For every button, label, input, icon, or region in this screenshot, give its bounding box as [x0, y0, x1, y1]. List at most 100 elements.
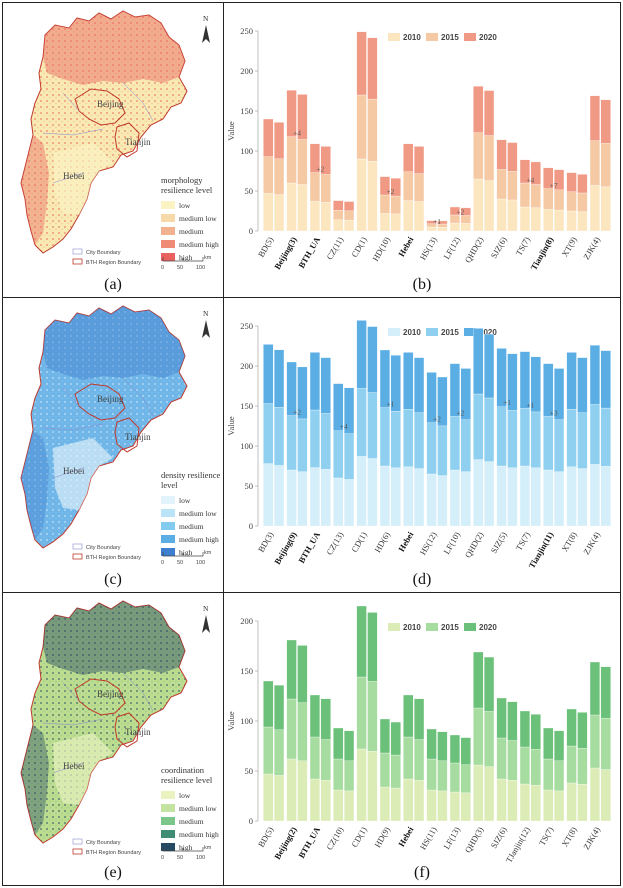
bar-segment-right — [437, 226, 448, 232]
bar-segment-left — [426, 226, 437, 232]
bar-segment-right — [297, 139, 308, 185]
change-annotation: +2 — [456, 208, 464, 217]
bar-segment-right — [274, 194, 285, 232]
bar-segment-right — [320, 739, 331, 781]
bar-segment-left — [356, 456, 367, 527]
bar-segment-left — [309, 201, 320, 232]
category-label: Hebei — [396, 234, 416, 258]
bar-segment-right — [600, 718, 611, 770]
y-tick-label: 50 — [245, 186, 254, 196]
scale-bar — [162, 552, 204, 557]
bar-segment-left — [356, 31, 367, 96]
bar-segment-left — [333, 758, 344, 791]
bar-segment-right — [577, 357, 588, 413]
bar-segment-right — [484, 334, 495, 399]
bar-segment-left — [496, 737, 507, 780]
bar-segment-left — [403, 200, 414, 232]
bar-segment-left — [449, 762, 460, 793]
bar-segment-right — [507, 199, 518, 232]
central-plain-shape — [53, 143, 113, 215]
western-zone-shape — [21, 430, 49, 540]
bar-segment-left — [519, 351, 530, 409]
bar-segment-right — [507, 740, 518, 781]
legend-swatch — [161, 509, 175, 517]
bar-segment-right — [297, 760, 308, 822]
bar-segment-left — [356, 748, 367, 822]
bar-segment-right — [600, 666, 611, 719]
bar-segment-left — [473, 393, 484, 460]
bth-boundary-swatch — [72, 848, 83, 855]
bar-segment-left — [379, 349, 390, 408]
north-label: N — [203, 14, 209, 23]
bar-segment-right — [344, 730, 355, 762]
bar-segment-right — [320, 174, 331, 203]
change-annotation: +2 — [316, 165, 324, 174]
bar-segment-left — [519, 206, 530, 232]
bth-boundary-label: BTH Region Boundary — [86, 555, 141, 561]
bar-segment-right — [367, 392, 378, 459]
bar-segment-left — [496, 406, 507, 467]
bar-segment-right — [274, 729, 285, 776]
bar-segment-right — [600, 350, 611, 409]
category-label: BD(5) — [256, 235, 276, 259]
bar-segment-right — [320, 357, 331, 414]
legend-level-label: high — [179, 843, 193, 852]
bar-segment-right — [390, 787, 401, 822]
category-label: BTH_UA — [296, 824, 322, 860]
legend-level-label: high — [179, 548, 193, 557]
bar-segment-left — [519, 746, 530, 785]
bar-segment-left — [589, 661, 600, 716]
bar-segment-right — [274, 407, 285, 466]
northern-zone-shape — [43, 601, 185, 675]
legend-swatch — [161, 791, 175, 799]
bar-segment-left — [379, 786, 390, 822]
bar-segment-right — [460, 471, 471, 527]
city-boundary-swatch — [72, 838, 83, 845]
change-annotation: +4 — [526, 176, 534, 185]
y-tick-label: 200 — [240, 361, 253, 371]
bar-segment-left — [543, 469, 554, 527]
bar-segment-right — [297, 702, 308, 762]
bar-segment-left — [379, 718, 390, 754]
bar-segment-right — [484, 461, 495, 527]
bar-segment-right — [274, 685, 285, 730]
bar-segment-left — [496, 139, 507, 170]
bar-segment-right — [554, 169, 565, 191]
bar-segment-right — [484, 90, 495, 136]
bar-segment-right — [344, 219, 355, 232]
bar-segment-right — [484, 766, 495, 822]
bar-segment-right — [367, 98, 378, 162]
legend-title-line1: coordination — [161, 765, 205, 775]
bar-segment-left — [286, 90, 297, 137]
legend-swatch — [161, 522, 175, 530]
bar-segment-left — [403, 409, 414, 467]
legend-level-label: medium low — [179, 804, 217, 813]
bar-segment-left — [543, 789, 554, 822]
bar-segment-left — [309, 467, 320, 527]
bar-segment-right — [484, 135, 495, 181]
bar-segment-right — [367, 326, 378, 393]
category-label: Beijing(9) — [272, 530, 299, 566]
y-tick-label: 50 — [245, 481, 254, 491]
bar-segment-right — [507, 467, 518, 527]
bar-segment-right — [437, 731, 448, 762]
bar-segment-right — [507, 780, 518, 822]
bar-segment-left — [379, 752, 390, 788]
bar-segment-right — [437, 475, 448, 527]
bar-segment-left — [449, 791, 460, 822]
bar-segment-left — [403, 171, 414, 201]
hebei-label: Hebei — [63, 466, 85, 476]
bar-segment-right — [554, 790, 565, 822]
category-label: CZ(10) — [324, 825, 345, 852]
bar-segment-right — [390, 178, 401, 197]
legend-title-line1: density resilience — [161, 470, 220, 480]
bar-segment-right — [507, 410, 518, 468]
bar-segment-right — [274, 465, 285, 527]
bar-segment-left — [496, 465, 507, 527]
bar-segment-left — [543, 758, 554, 791]
scale-unit-label: km — [204, 845, 212, 851]
bar-segment-right — [460, 737, 471, 765]
category-label: TS(7) — [513, 235, 532, 257]
bar-segment-right — [437, 425, 448, 476]
